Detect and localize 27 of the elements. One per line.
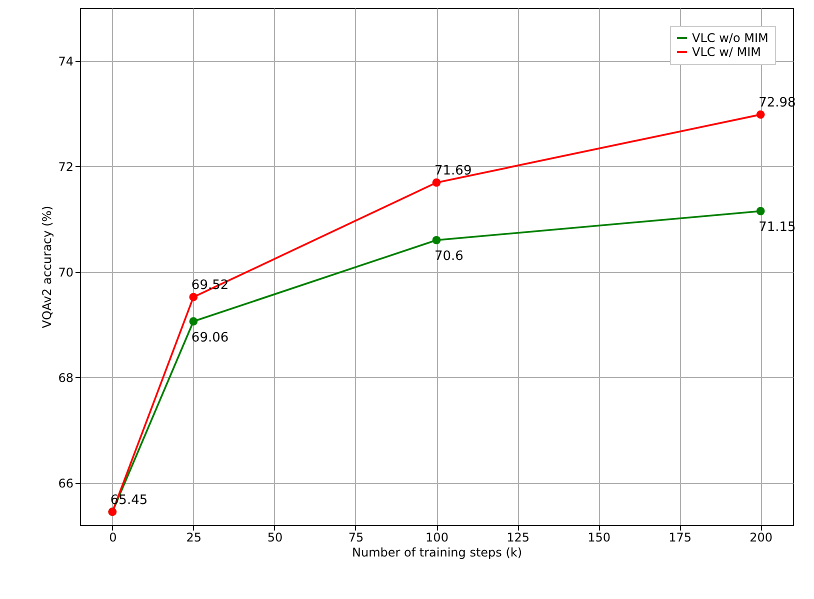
y-tick-label: 72 [58, 160, 74, 174]
point [756, 110, 765, 119]
x-tick-label: 175 [668, 530, 692, 544]
data-label: 71.69 [434, 164, 472, 179]
x-tick-label: 25 [186, 530, 202, 544]
legend-label: VLC w/o MIM [692, 31, 768, 45]
x-tick-label: 0 [109, 530, 117, 544]
x-tick-label: 150 [588, 530, 610, 544]
data-label: 70.6 [434, 249, 464, 264]
point [432, 236, 441, 244]
point [189, 292, 198, 302]
point [432, 178, 441, 187]
x-tick-label: 200 [750, 530, 773, 544]
data-label: 69.06 [191, 330, 229, 346]
legend-label: VLC w/ MIM [692, 45, 762, 59]
y-tick-label: 68 [58, 370, 74, 385]
point [189, 317, 198, 326]
y-tick-label: 66 [58, 476, 74, 490]
y-tick-label: 74 [58, 54, 74, 68]
x-tick-label: 50 [267, 530, 283, 544]
point [756, 206, 765, 216]
x-tick-label: 75 [348, 530, 364, 544]
x-tick-label: 100 [426, 530, 448, 544]
y-axis-title: VQAv2 accuracy (%) [40, 206, 54, 328]
x-axis-title: Number of training steps (k) [352, 546, 522, 560]
x-tick-label: 125 [506, 530, 530, 544]
y-tick-label: 70 [58, 265, 74, 280]
